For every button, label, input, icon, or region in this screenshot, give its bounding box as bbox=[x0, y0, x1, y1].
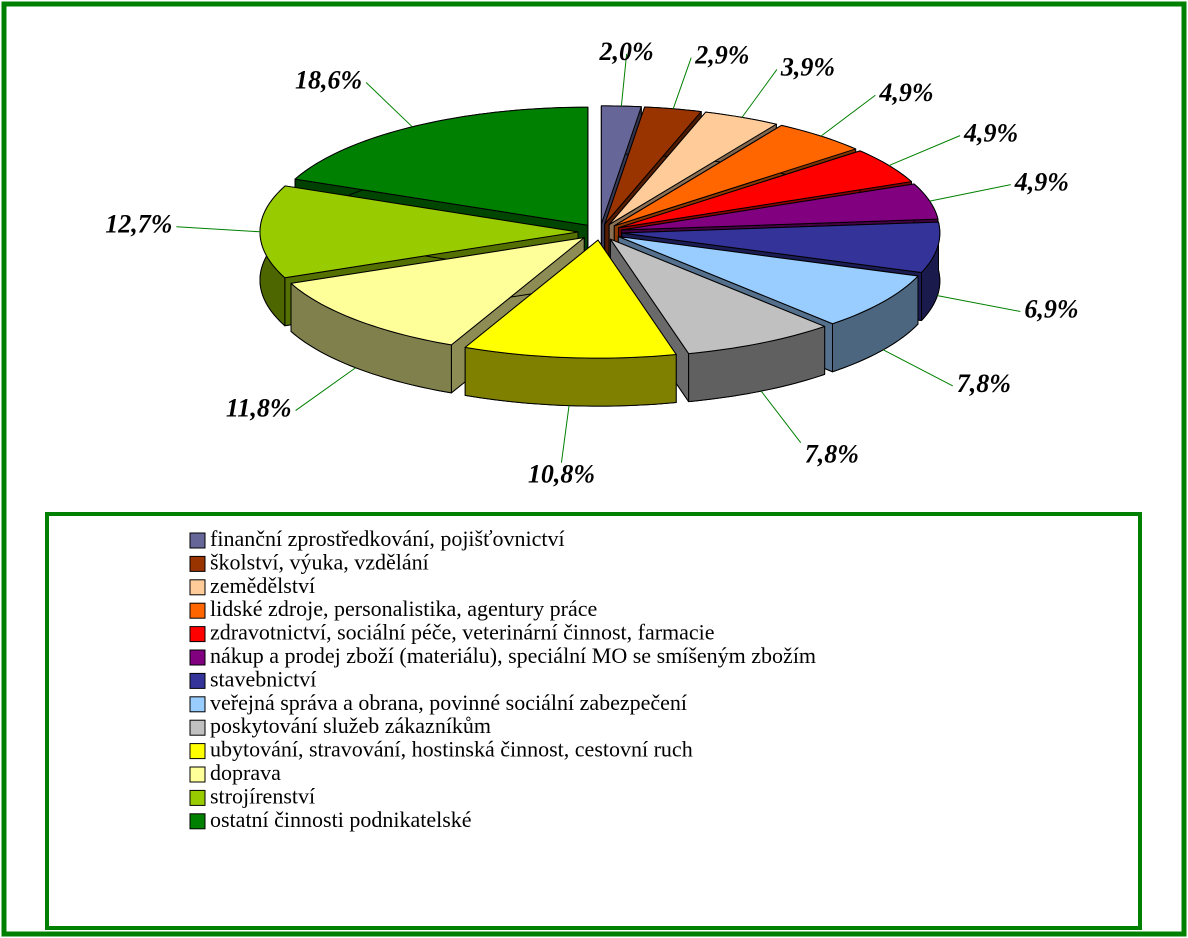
leader-line bbox=[882, 349, 954, 387]
legend-swatch bbox=[189, 626, 206, 643]
data-label: 2,9% bbox=[694, 41, 749, 70]
data-label: 6,9% bbox=[1024, 294, 1078, 323]
legend-swatch bbox=[189, 789, 206, 806]
data-label: 3,9% bbox=[780, 52, 835, 81]
legend-swatch bbox=[189, 672, 206, 689]
slice bbox=[464, 239, 677, 407]
legend-swatch bbox=[189, 813, 206, 830]
leader-line bbox=[820, 94, 876, 137]
slice bbox=[620, 183, 939, 231]
slice bbox=[617, 236, 919, 325]
leader-line bbox=[937, 295, 1021, 312]
pie: 2,0% 2,9% 3,9% 4,9% 4,9% 4,9% 6,9% 7,8% 7,8% 10,8… bbox=[105, 37, 1078, 489]
slice bbox=[290, 237, 585, 346]
data-label: 4,9% bbox=[963, 119, 1018, 148]
data-label: 7,8% bbox=[957, 369, 1011, 398]
legend-label: strojírenství bbox=[210, 783, 315, 808]
leader-line bbox=[929, 184, 1011, 202]
legend-label: školství, výuka, vzdělání bbox=[210, 549, 429, 574]
legend-swatch bbox=[189, 743, 206, 760]
legend-swatch bbox=[189, 766, 206, 783]
leader-line bbox=[760, 390, 802, 443]
leader-line bbox=[741, 69, 778, 118]
legend: finanční zprostředkování, pojišťovnictví… bbox=[189, 526, 816, 832]
legend-label: ubytování, stravování, hostinská činnost… bbox=[210, 737, 693, 762]
legend-box bbox=[45, 512, 1142, 930]
legend-swatch bbox=[189, 649, 206, 666]
legend-swatch bbox=[189, 602, 206, 619]
data-label: 10,8% bbox=[528, 460, 595, 489]
leader-line bbox=[365, 82, 413, 128]
legend-label: lidské zdroje, personalistika, agentury … bbox=[210, 596, 597, 621]
data-label: 12,7% bbox=[105, 210, 172, 239]
legend-label: finanční zprostředkování, pojišťovnictví bbox=[210, 526, 565, 551]
slice bbox=[294, 106, 589, 226]
slice bbox=[464, 239, 677, 359]
data-label: 7,8% bbox=[805, 440, 859, 469]
leader-line bbox=[672, 57, 692, 109]
data-label: 18,6% bbox=[295, 65, 362, 94]
slice bbox=[613, 124, 857, 227]
data-label: 11,8% bbox=[226, 394, 292, 423]
leader-line bbox=[560, 405, 570, 463]
data-label: 4,9% bbox=[1014, 168, 1069, 197]
leader-line bbox=[620, 53, 628, 107]
data-label: 2,0% bbox=[599, 37, 654, 66]
legend-swatch bbox=[189, 696, 206, 713]
legend-label: veřejná správa a obrana, povinné sociáln… bbox=[210, 690, 687, 715]
data-label: 4,9% bbox=[878, 78, 933, 107]
legend-swatch bbox=[189, 579, 206, 596]
legend-label: zemědělství bbox=[210, 573, 315, 598]
legend-swatch bbox=[189, 555, 206, 572]
leader-line bbox=[888, 135, 961, 166]
legend-label: nákup a prodej zboží (materiálu), speciá… bbox=[210, 643, 816, 668]
legend-swatch bbox=[189, 719, 206, 736]
slice bbox=[609, 238, 826, 355]
slice bbox=[621, 221, 941, 273]
legend-label: doprava bbox=[210, 760, 281, 785]
slice bbox=[618, 150, 912, 229]
leader-line bbox=[295, 367, 356, 411]
legend-label: poskytování služeb zákazníkům bbox=[210, 713, 491, 738]
legend-label: ostatní činnosti podnikatelské bbox=[210, 807, 472, 832]
legend-swatch bbox=[189, 532, 206, 549]
legend-label: zdravotnictví, sociální péče, veterinárn… bbox=[210, 620, 715, 645]
legend-label: stavebnictví bbox=[210, 666, 316, 691]
leader-line bbox=[176, 226, 261, 233]
